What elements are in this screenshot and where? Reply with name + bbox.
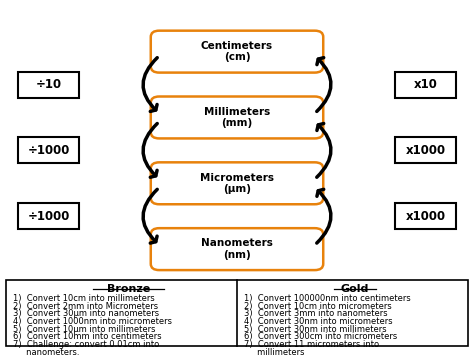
Text: Millimeters
(mm): Millimeters (mm) [204,107,270,128]
FancyBboxPatch shape [18,72,79,97]
Text: Centimeters
(cm): Centimeters (cm) [201,41,273,62]
FancyBboxPatch shape [18,203,79,229]
FancyBboxPatch shape [151,228,323,270]
Text: Gold: Gold [341,285,369,295]
Text: 5)  Convert 30nm into millimeters: 5) Convert 30nm into millimeters [244,325,387,334]
Text: 1)  Convert 100000nm into centimeters: 1) Convert 100000nm into centimeters [244,294,411,303]
Text: ÷1000: ÷1000 [27,144,70,157]
FancyBboxPatch shape [151,31,323,73]
Text: nanometers.: nanometers. [13,348,80,357]
Text: 7)  Convert 11 micrometers into: 7) Convert 11 micrometers into [244,340,379,349]
Text: ÷1000: ÷1000 [27,210,70,223]
Text: x1000: x1000 [405,210,446,223]
Text: x1000: x1000 [405,144,446,157]
FancyBboxPatch shape [395,72,456,97]
Text: 6)  Convert 10mm into centimeters: 6) Convert 10mm into centimeters [13,332,162,341]
FancyBboxPatch shape [18,137,79,163]
FancyBboxPatch shape [395,203,456,229]
Text: 4)  Convert 1000nm into micrometers: 4) Convert 1000nm into micrometers [13,317,172,326]
FancyBboxPatch shape [395,137,456,163]
Text: 3)  Convert 30μm into nanometers: 3) Convert 30μm into nanometers [13,309,159,318]
Text: Nanometers
(nm): Nanometers (nm) [201,238,273,260]
Text: Bronze: Bronze [107,285,150,295]
Text: 3)  Convert 3mm into nanometers: 3) Convert 3mm into nanometers [244,309,388,318]
Text: 2)  Convert 10cm into micrometers: 2) Convert 10cm into micrometers [244,302,392,311]
Text: x10: x10 [413,78,438,91]
Text: 7)  Challenge: convert 0.01cm into: 7) Challenge: convert 0.01cm into [13,340,159,349]
Text: 1)  Convert 10cm into millimeters: 1) Convert 10cm into millimeters [13,294,155,303]
Text: 6)  Convert 300cm into micrometers: 6) Convert 300cm into micrometers [244,332,397,341]
Text: millimeters: millimeters [244,348,305,357]
FancyBboxPatch shape [151,162,323,204]
Text: Micrometers
(μm): Micrometers (μm) [200,173,274,194]
Text: ÷10: ÷10 [36,78,62,91]
FancyBboxPatch shape [151,97,323,139]
Text: 4)  Convert 30nm into micrometers: 4) Convert 30nm into micrometers [244,317,392,326]
Bar [6,280,468,346]
Text: 5)  Convert 10μm into millimeters: 5) Convert 10μm into millimeters [13,325,155,334]
Text: 2)  Convert 2mm into Micrometers: 2) Convert 2mm into Micrometers [13,302,158,311]
